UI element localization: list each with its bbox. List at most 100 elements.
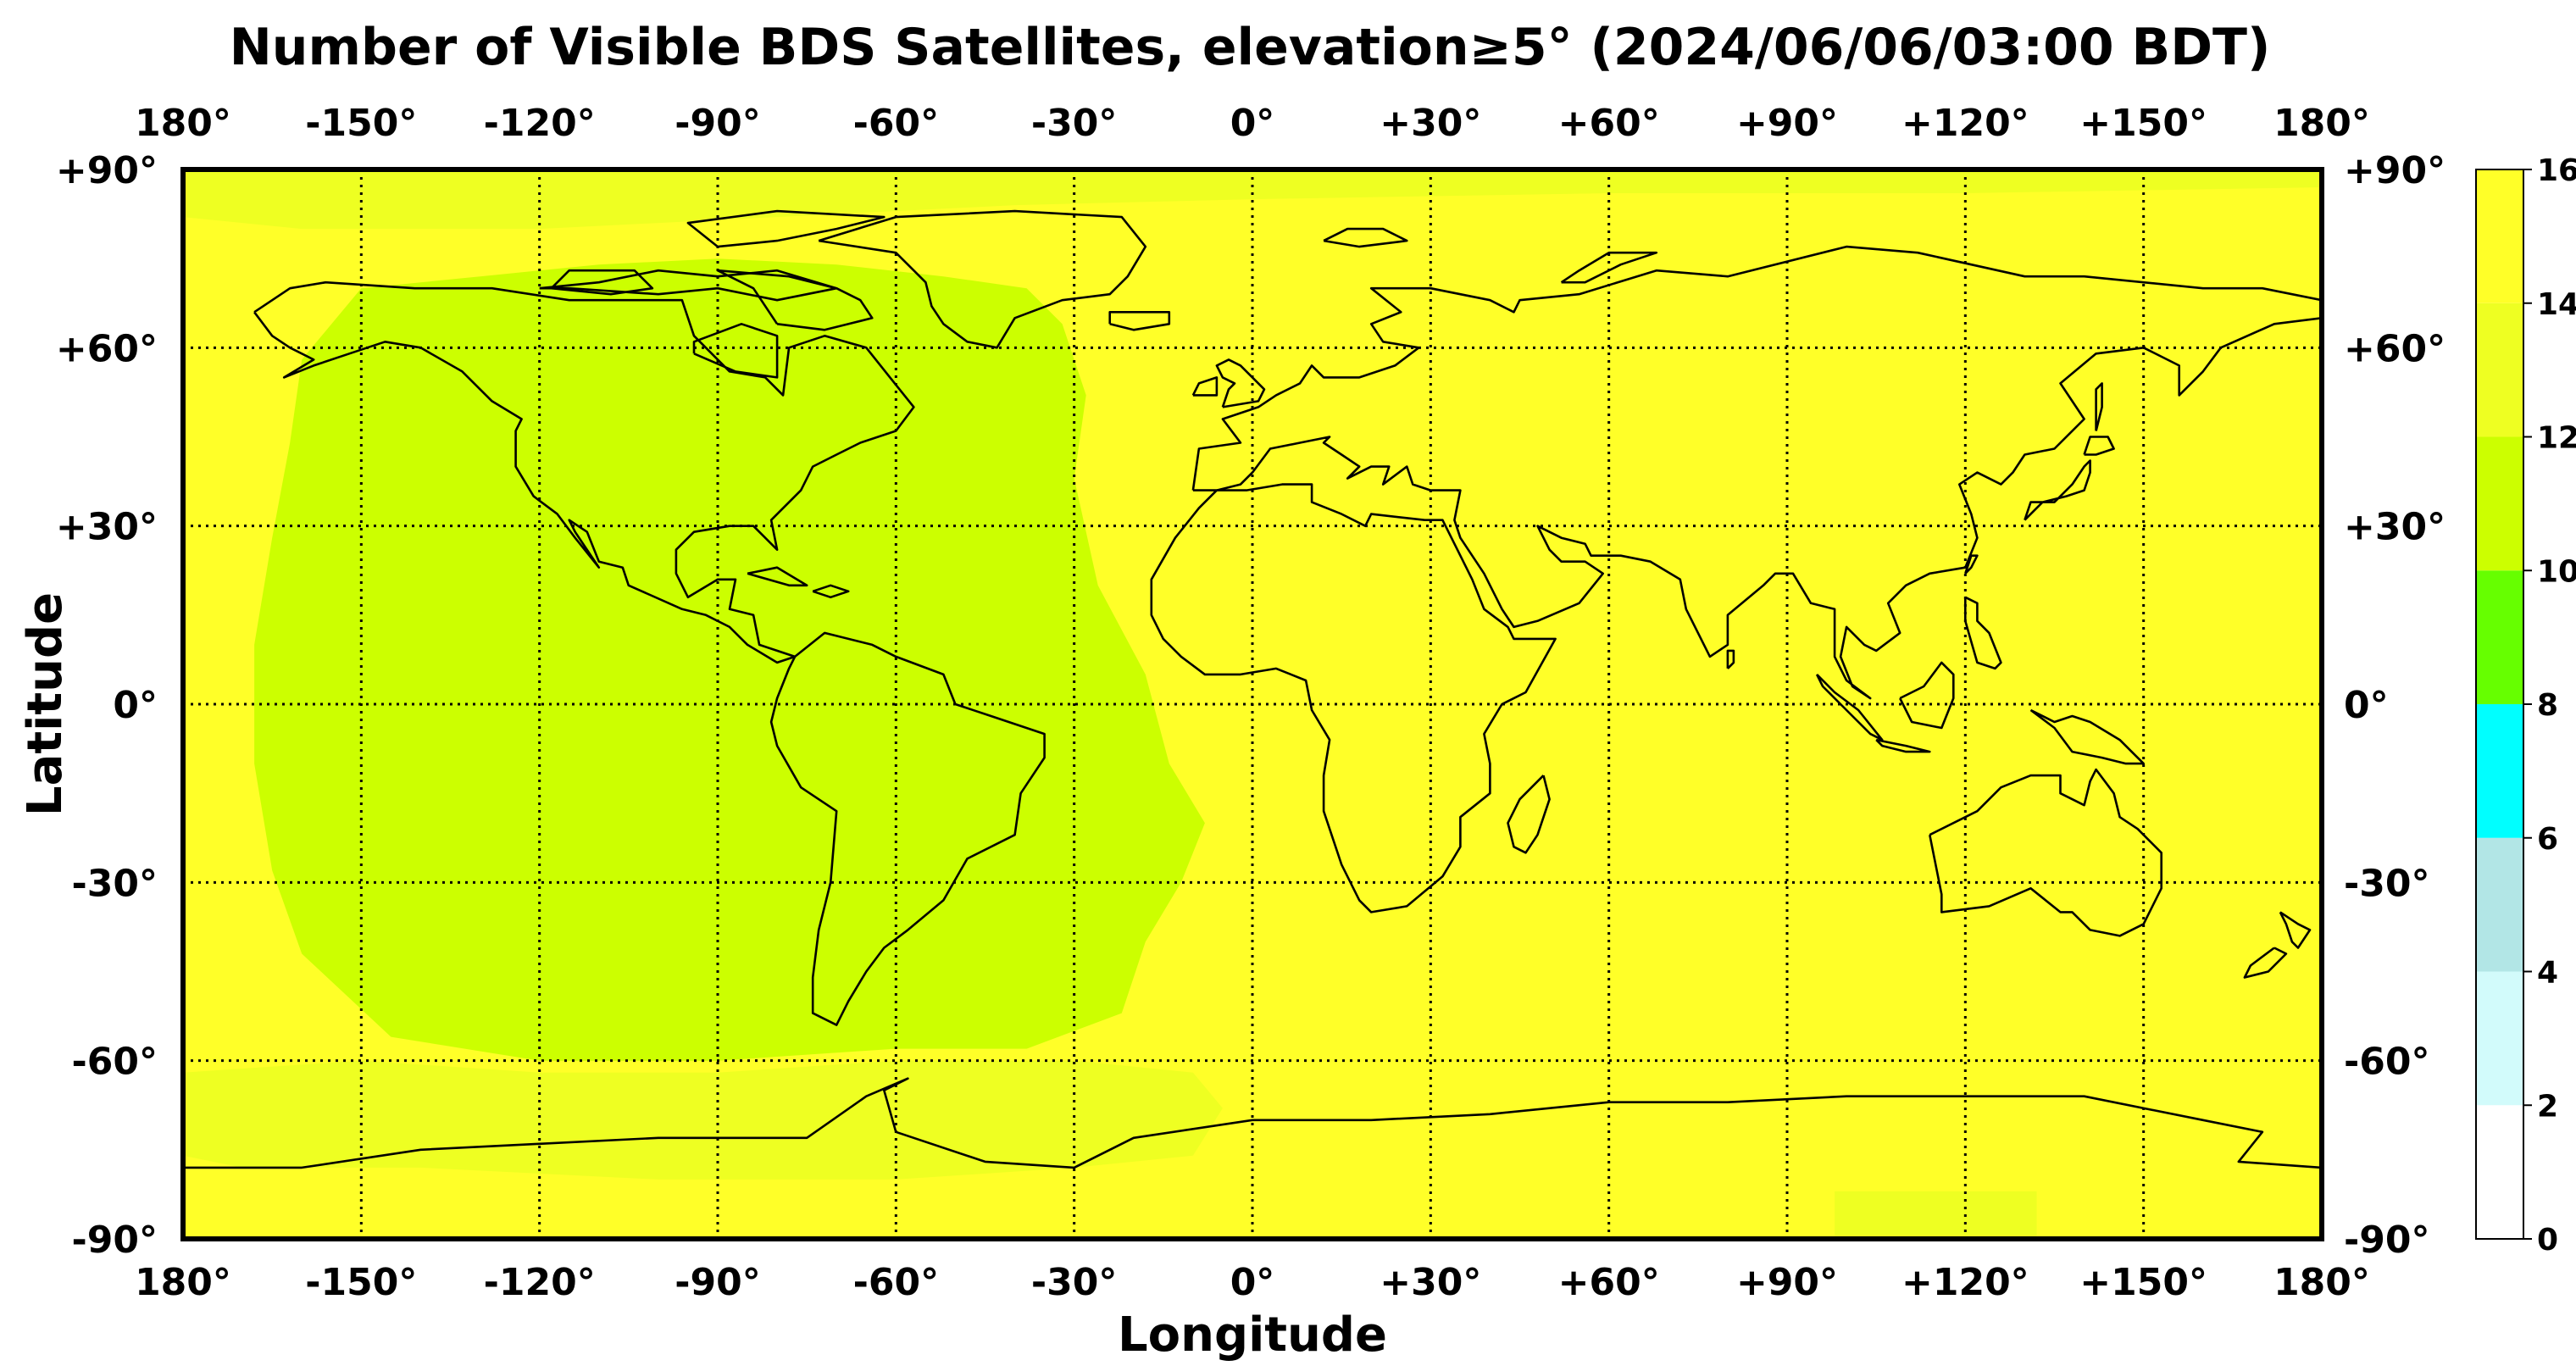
- longitude-tick-labels-bottom: 180° -150° -120° -90° -60° -30° 0° +30° +60° +90°…: [135, 1261, 2370, 1304]
- latitude-tick-label: +60°: [56, 327, 158, 370]
- longitude-tick-label: 180°: [135, 102, 231, 145]
- longitude-tick-labels-top: 180° -150° -120° -90° -60° -30° 0° +30° +60° +90°…: [135, 102, 2370, 145]
- latitude-tick-label: +30°: [2344, 506, 2446, 549]
- longitude-tick-label: -90°: [675, 1261, 761, 1304]
- longitude-tick-label: 0°: [1230, 1261, 1275, 1304]
- longitude-tick-label: +120°: [1901, 102, 2029, 145]
- coastline-sakhalin: [2095, 382, 2103, 431]
- map-frame: [180, 167, 2324, 1241]
- longitude-tick-label: -150°: [305, 1261, 417, 1304]
- colorbar-tick-label: 12: [2537, 421, 2576, 456]
- colorbar-segment: [2476, 704, 2523, 838]
- colorbar-segment: [2476, 570, 2523, 704]
- colorbar-tick-label: 2: [2537, 1089, 2558, 1124]
- coastline-south-america: [769, 631, 1046, 1026]
- chart-title: Number of Visible BDS Satellites, elevat…: [230, 18, 2271, 77]
- longitude-tick-label: +150°: [2079, 1261, 2207, 1304]
- region-south-pole-patch: [1835, 1191, 2037, 1239]
- coastline-iceland: [1108, 310, 1171, 331]
- latitude-tick-label: -90°: [2344, 1219, 2430, 1262]
- colorbar-tick-label: 6: [2537, 822, 2558, 857]
- colorbar-tick-label: 0: [2537, 1223, 2558, 1258]
- coastline-ellesmere: [686, 209, 886, 248]
- colorbar-tick-label: 16: [2537, 153, 2576, 188]
- region-north-polar-band: [183, 169, 2322, 230]
- latitude-tick-label: +90°: [2344, 149, 2446, 192]
- longitude-tick-label: +90°: [1736, 1261, 1838, 1304]
- y-axis-label: Latitude: [18, 592, 73, 816]
- coastline-baffin-island: [716, 269, 874, 331]
- colorbar-tick-label: 10: [2537, 554, 2576, 589]
- latitude-tick-label: -30°: [2344, 862, 2430, 905]
- x-axis-label: Longitude: [1118, 1308, 1387, 1363]
- longitude-tick-label: -120°: [484, 102, 596, 145]
- longitude-tick-label: -30°: [1031, 1261, 1118, 1304]
- coastline-ireland: [1191, 376, 1219, 397]
- colorbar-tick-label: 8: [2537, 688, 2558, 723]
- coastline-victoria-island: [550, 269, 654, 296]
- coastline-hudson-bay-inner: [692, 322, 779, 379]
- colorbar-tick-label: 14: [2537, 287, 2576, 322]
- coastline-antarctica: [183, 1077, 2322, 1169]
- coastline-australia: [1929, 768, 2162, 937]
- coastline-madagascar: [1507, 775, 1551, 854]
- region-atlantic-ring: [254, 258, 1205, 1061]
- longitude-tick-label: 180°: [2273, 102, 2370, 145]
- longitude-tick-label: -60°: [853, 102, 940, 145]
- coastline-philippines: [1964, 596, 2002, 670]
- colorbar-segment: [2476, 436, 2523, 571]
- longitude-tick-label: -90°: [675, 102, 761, 145]
- coastline-africa: [1150, 483, 1557, 913]
- coastline-sri-lanka: [1726, 649, 1735, 669]
- latitude-tick-label: +90°: [56, 149, 158, 192]
- colorbar-segment: [2476, 971, 2523, 1106]
- coastline-borneo: [1899, 661, 1955, 730]
- latitude-tick-label: 0°: [2344, 684, 2389, 727]
- coastlines: [183, 209, 2322, 1169]
- colorbar-segment: [2476, 1105, 2523, 1239]
- map-gridlines: [183, 169, 2322, 1239]
- coastline-japan: [2024, 459, 2091, 521]
- latitude-tick-label: -60°: [2344, 1041, 2430, 1084]
- latitude-tick-label: +30°: [56, 506, 158, 549]
- coastline-novaya-zemlya: [1560, 251, 1658, 284]
- region-south-polar-band: [183, 1060, 1223, 1180]
- coastline-hispaniola: [812, 584, 850, 599]
- latitude-tick-labels-right: +90° +60° +30° 0° -30° -60° -90°: [2344, 149, 2446, 1262]
- coastline-new-zealand-south: [2243, 947, 2288, 979]
- coastline-cuba: [747, 566, 808, 587]
- latitude-tick-label: -90°: [72, 1219, 158, 1262]
- coastline-uk: [1215, 358, 1266, 408]
- longitude-tick-label: 0°: [1230, 102, 1275, 145]
- coastline-sumatra: [1815, 673, 1884, 741]
- coastline-new-guinea: [2029, 708, 2145, 765]
- longitude-tick-label: +30°: [1380, 1261, 1481, 1304]
- coastline-new-zealand-north: [2279, 911, 2312, 949]
- longitude-tick-label: -30°: [1031, 102, 1118, 145]
- map-plot-area: [183, 169, 2322, 1239]
- longitude-tick-label: -120°: [484, 1261, 596, 1304]
- colorbar-segment: [2476, 303, 2523, 437]
- longitude-tick-label: +90°: [1736, 102, 1838, 145]
- longitude-tick-label: +120°: [1901, 1261, 2029, 1304]
- coastline-north-america: [253, 280, 915, 664]
- latitude-tick-label: 0°: [113, 684, 158, 727]
- longitude-tick-label: 180°: [135, 1261, 231, 1304]
- colorbar-tick-label: 4: [2537, 956, 2558, 991]
- longitude-tick-label: +30°: [1380, 102, 1481, 145]
- latitude-tick-labels-left: +90° +60° +30° 0° -30° -60° -90°: [56, 149, 158, 1262]
- latitude-tick-label: +60°: [2344, 327, 2446, 370]
- colorbar: 0 2 4 6 8 10 12 14 16: [2475, 153, 2576, 1258]
- coastline-java: [1875, 738, 1931, 753]
- longitude-tick-label: 180°: [2273, 1261, 2370, 1304]
- colorbar-segment: [2476, 837, 2523, 972]
- coastline-eurasia: [1191, 245, 2322, 700]
- latitude-tick-label: -60°: [72, 1041, 158, 1084]
- colorbar-segment: [2476, 169, 2523, 303]
- longitude-tick-label: -60°: [853, 1261, 940, 1304]
- latitude-tick-label: -30°: [72, 862, 158, 905]
- coastline-taiwan: [1964, 554, 1979, 575]
- longitude-tick-label: +60°: [1558, 102, 1660, 145]
- longitude-tick-label: +150°: [2079, 102, 2207, 145]
- coastline-svalbard: [1323, 227, 1408, 248]
